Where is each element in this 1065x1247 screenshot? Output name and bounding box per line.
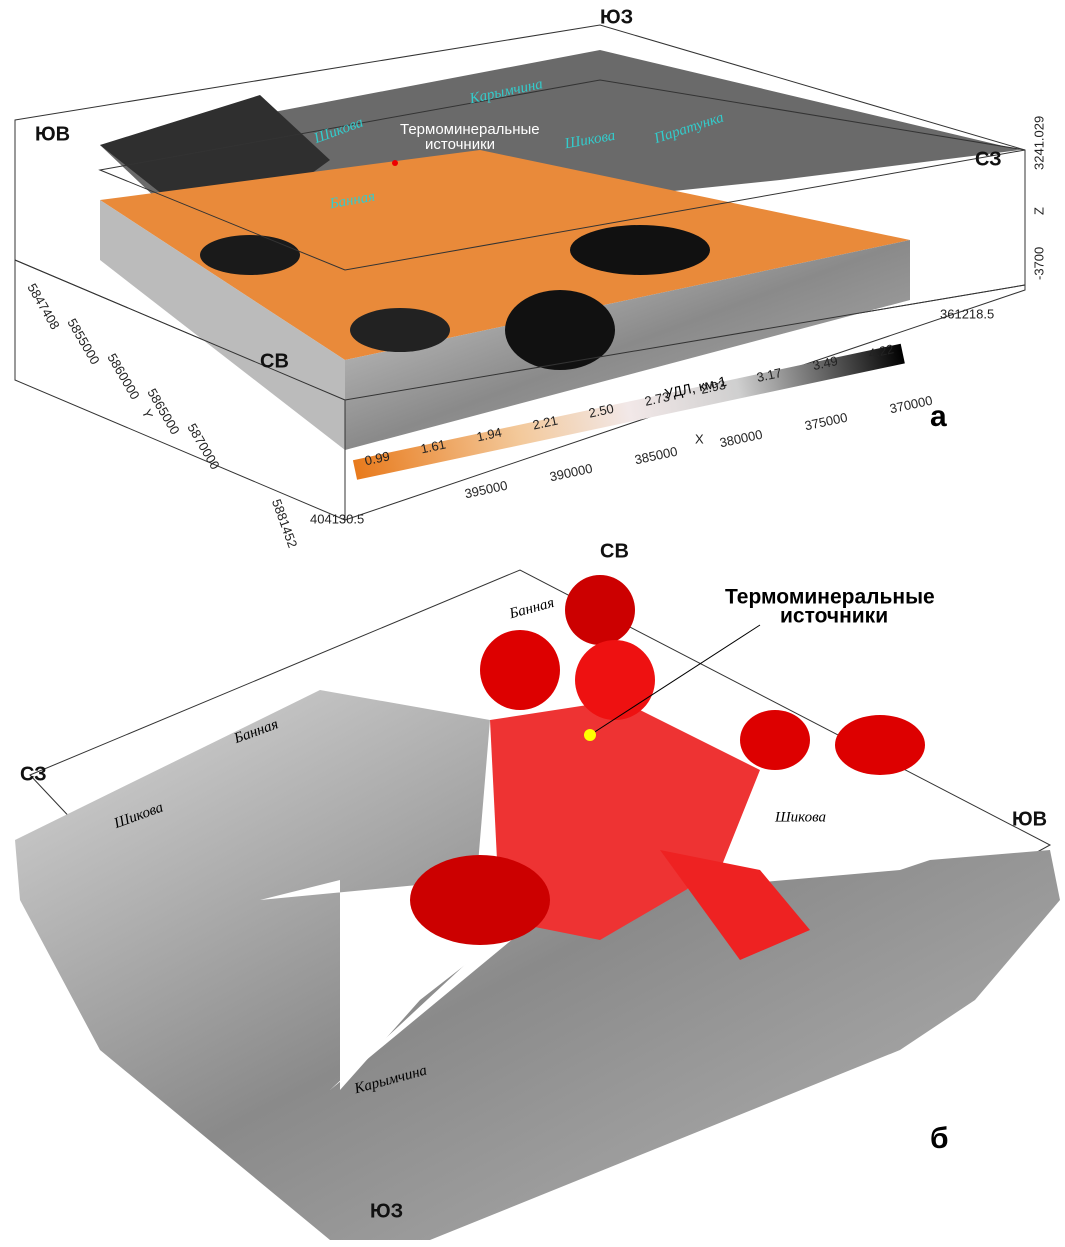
gray-body: [15, 690, 1060, 1240]
y-tick-label: 5847408: [24, 281, 62, 332]
colorbar: [352, 343, 905, 480]
direction: ЮВ: [1012, 808, 1047, 830]
x-axis-min: 404130.5: [310, 511, 364, 526]
x-tick-label: 385000: [633, 444, 679, 468]
model-side-front: [345, 240, 910, 450]
colorbar-label: 2.21: [531, 413, 559, 433]
panel-label: б: [930, 1122, 949, 1155]
z-axis-bottom: -3700: [1031, 247, 1046, 280]
low-resistivity: [200, 235, 300, 275]
y-tick-label: 5860000: [104, 351, 142, 402]
red-lobe: [660, 850, 810, 960]
springs-label: Термоминеральные: [725, 586, 935, 609]
direction: ЮЗ: [370, 1200, 403, 1222]
colorbar-label: 1.61: [419, 436, 447, 456]
colorbar-labels: 0.99 1.61 1.94 2.21 2.50 2.73 2.93 3.17 3.49 4.22: [363, 341, 895, 468]
x-tick-label: 390000: [548, 461, 594, 485]
spring-point: [392, 160, 398, 166]
panel-b: СВ СЗ ЮВ ЮЗ Банная Банная Шикова Шикова …: [15, 540, 1060, 1240]
colorbar-label: 3.17: [755, 365, 783, 385]
box-mid: [98, 79, 1026, 271]
river-label: Шикова: [774, 809, 826, 825]
box-bottom: [344, 284, 1026, 521]
river-label: Банная: [328, 189, 377, 213]
y-tick-label: 5855000: [64, 316, 102, 367]
z-axis-top: 3241.029: [1031, 116, 1046, 170]
colorbar-label: 2.50: [587, 401, 615, 421]
x-tick-label: 395000: [463, 478, 509, 502]
x-axis-label: X: [695, 431, 704, 446]
colorbar-label: 2.93: [699, 377, 727, 397]
low-resistivity: [350, 308, 450, 352]
x-tick-label: 380000: [718, 427, 764, 451]
red-lobe: [410, 855, 550, 945]
direction: СЗ: [20, 763, 47, 785]
z-axis-label: Z: [1031, 207, 1046, 215]
low-resistivity: [505, 290, 615, 370]
red-lobe: [740, 710, 810, 770]
panel-a: ЮЗ ЮВ СЗ СВ Карымчина Шикова Шикова Пара…: [14, 6, 1046, 550]
x-tick-label: 375000: [803, 410, 849, 434]
red-lobe: [575, 640, 655, 720]
red-lobe: [565, 575, 635, 645]
red-lobe: [480, 630, 560, 710]
colorbar-label: 1.94: [475, 425, 503, 445]
colorbar-label: 3.49: [811, 353, 839, 373]
springs-label: источники: [425, 136, 495, 153]
y-axis-label: Y: [139, 407, 156, 421]
mountains: [100, 95, 330, 240]
low-resistivity: [570, 225, 710, 275]
colorbar-label: 4.22: [867, 341, 895, 361]
springs-label: источники: [780, 605, 888, 628]
model-side-left: [100, 200, 345, 450]
direction: СВ: [260, 350, 289, 372]
river-label: Банная: [507, 595, 556, 623]
y-tick-label: 5870000: [184, 421, 222, 472]
x-axis-max: 361218.5: [940, 306, 994, 321]
panel-label: а: [930, 400, 947, 433]
direction: ЮЗ: [600, 6, 633, 28]
colorbar-label: 2.73: [643, 389, 671, 409]
x-tick-label: 370000: [888, 393, 934, 417]
x-ticks: 395000 390000 385000 380000 375000 370000: [463, 393, 934, 502]
red-lobe: [835, 715, 925, 775]
direction: СЗ: [975, 148, 1002, 170]
model-top: [100, 150, 910, 360]
springs-label: Термоминеральные: [400, 121, 540, 138]
colorbar-label: 0.99: [363, 448, 391, 468]
leader-line: [589, 624, 761, 736]
direction: СВ: [600, 540, 629, 562]
direction: ЮВ: [35, 123, 70, 145]
spring-point: [584, 729, 596, 741]
y-axis-max: 5881452: [269, 497, 300, 550]
